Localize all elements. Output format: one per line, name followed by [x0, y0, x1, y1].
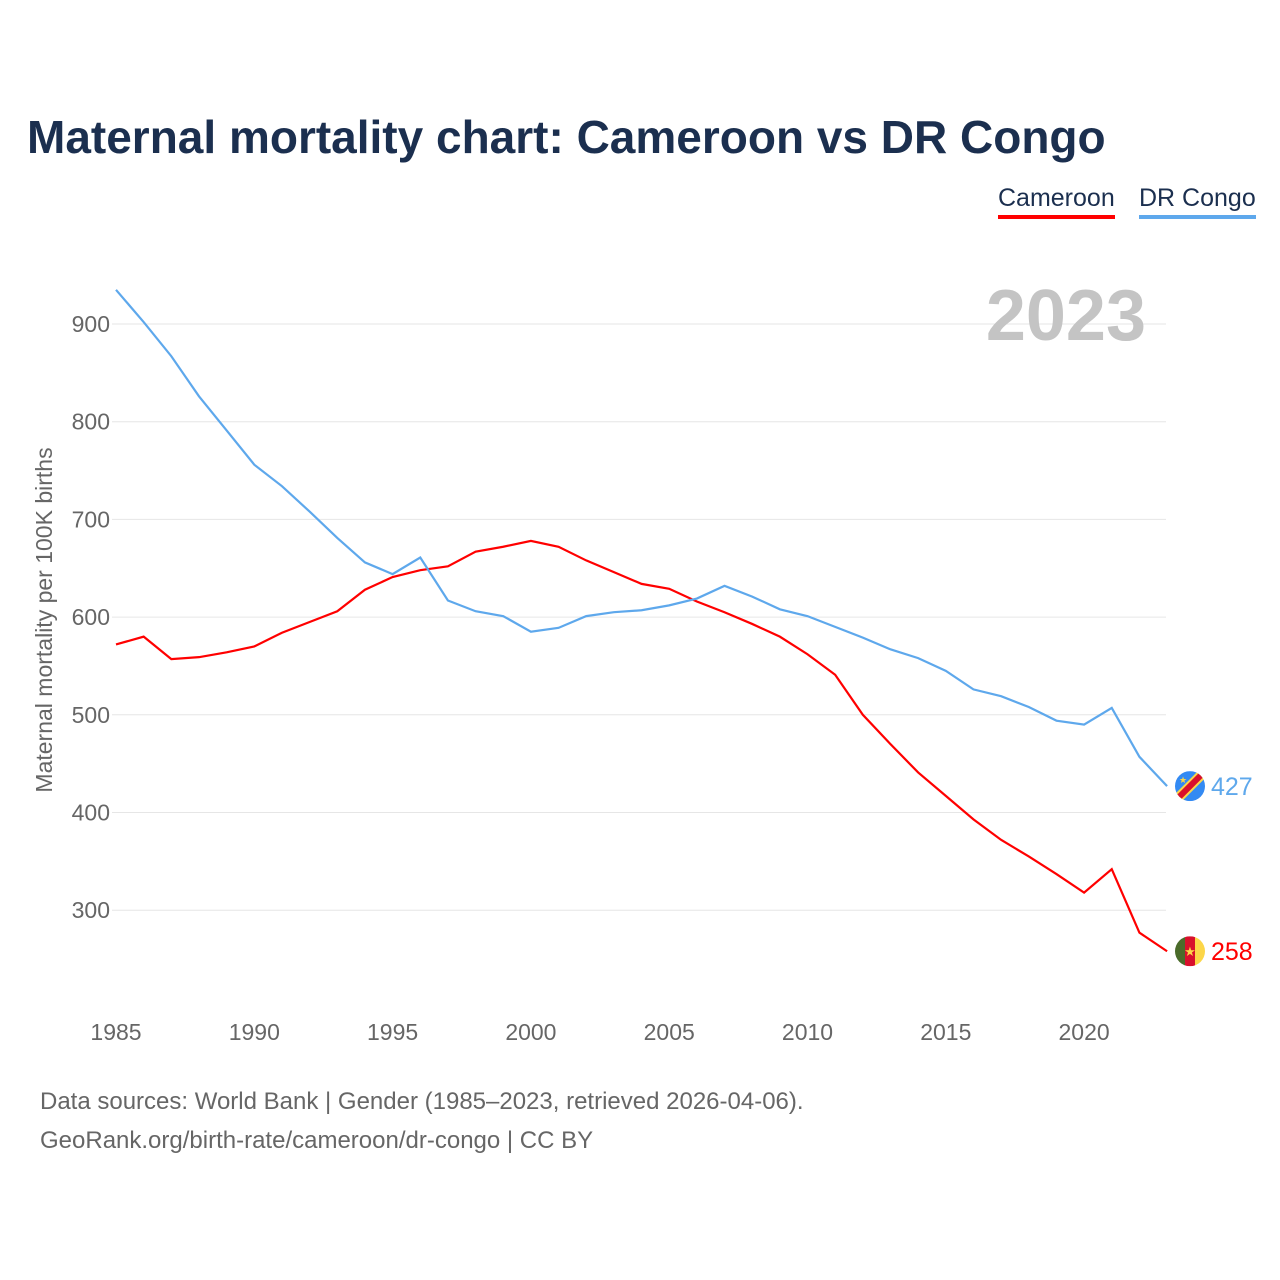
end-value-label: 258 — [1211, 938, 1253, 966]
x-tick-label: 2010 — [782, 1019, 833, 1045]
y-axis-label: Maternal mortality per 100K births — [31, 447, 57, 792]
y-tick-label: 400 — [72, 800, 110, 826]
source-line: Data sources: World Bank | Gender (1985–… — [40, 1088, 804, 1115]
x-tick-label: 1990 — [229, 1019, 280, 1045]
series-line-cameroon — [115, 539, 1168, 953]
chart-title: Maternal mortality chart: Cameroon vs DR… — [27, 111, 1106, 163]
cameroon-flag-icon: ★ — [1175, 936, 1205, 967]
y-tick-label: 300 — [72, 897, 110, 923]
svg-text:★: ★ — [1179, 775, 1187, 785]
series-line-dr-congo — [115, 289, 1168, 787]
x-tick-label: 2015 — [920, 1019, 971, 1045]
y-tick-label: 600 — [72, 604, 110, 630]
legend-dr-congo[interactable]: DR Congo — [1139, 184, 1256, 219]
x-tick-label: 2005 — [644, 1019, 695, 1045]
y-tick-label: 500 — [72, 702, 110, 728]
attribution-line[interactable]: GeoRank.org/birth-rate/cameroon/dr-congo… — [40, 1127, 594, 1154]
y-tick-label: 800 — [72, 409, 110, 435]
y-tick-label: 700 — [72, 506, 110, 532]
legend-cameroon[interactable]: Cameroon — [998, 184, 1115, 219]
x-tick-label: 1995 — [367, 1019, 418, 1045]
year-label: 2023 — [986, 276, 1146, 356]
svg-text:★: ★ — [1184, 944, 1196, 959]
x-tick-label: 2000 — [505, 1019, 556, 1045]
y-tick-label: 900 — [72, 311, 110, 337]
end-value-label: 427 — [1211, 773, 1253, 801]
x-tick-label: 1985 — [90, 1019, 141, 1045]
dr-congo-flag-icon: ★ — [1175, 771, 1205, 802]
x-tick-label: 2020 — [1059, 1019, 1110, 1045]
